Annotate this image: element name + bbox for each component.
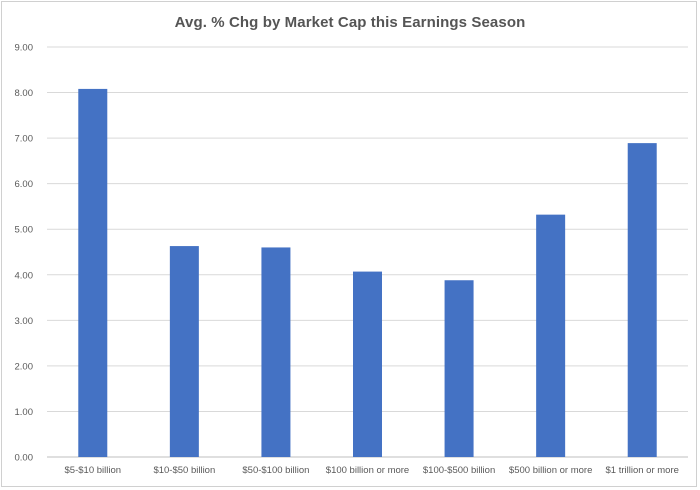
y-tick-label: 6.00 (15, 179, 34, 190)
y-tick-label: 4.00 (15, 270, 34, 281)
y-tick-label: 0.00 (15, 453, 34, 464)
x-tick-label: $100-$500 billion (423, 465, 495, 476)
y-tick-label: 5.00 (15, 225, 34, 236)
x-tick-label: $10-$50 billion (153, 465, 215, 476)
chart-title: Avg. % Chg by Market Cap this Earnings S… (174, 14, 526, 31)
bar (353, 271, 382, 457)
bar (444, 280, 474, 457)
y-tick-label: 3.00 (15, 316, 34, 327)
bar (627, 143, 657, 457)
bar (78, 88, 108, 458)
x-tick-label: $1 trillion or more (606, 465, 679, 476)
x-tick-label: $100 billion or more (326, 465, 409, 476)
bar (536, 214, 566, 457)
y-tick-label: 9.00 (15, 43, 34, 54)
y-tick-label: 1.00 (15, 407, 34, 418)
x-tick-label: $500 billion or more (509, 465, 592, 476)
y-tick-label: 8.00 (15, 88, 34, 99)
y-tick-label: 7.00 (15, 134, 34, 145)
y-tick-label: 2.00 (15, 361, 34, 372)
x-tick-label: $5-$10 billion (65, 465, 122, 476)
bar (169, 246, 199, 457)
bar (261, 247, 291, 457)
x-tick-label: $50-$100 billion (242, 465, 309, 476)
